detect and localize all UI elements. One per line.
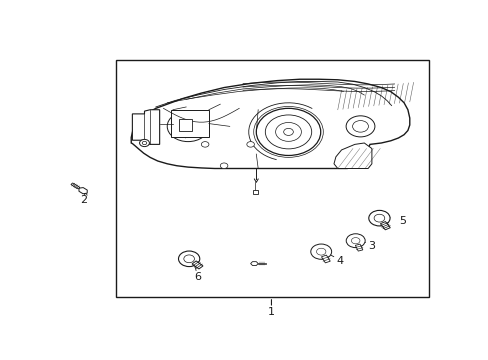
Circle shape xyxy=(220,163,227,168)
Bar xyxy=(252,190,258,194)
Polygon shape xyxy=(380,221,389,230)
Text: 2: 2 xyxy=(80,195,87,205)
Circle shape xyxy=(275,122,301,141)
Circle shape xyxy=(283,129,293,135)
Text: 1: 1 xyxy=(267,307,274,317)
Polygon shape xyxy=(321,255,329,263)
Text: 5: 5 xyxy=(398,216,405,226)
Circle shape xyxy=(316,248,325,255)
Circle shape xyxy=(310,244,331,259)
Circle shape xyxy=(351,238,359,244)
Text: 6: 6 xyxy=(194,273,201,283)
Circle shape xyxy=(139,139,149,147)
Bar xyxy=(116,60,428,297)
Circle shape xyxy=(256,108,320,156)
Circle shape xyxy=(142,141,146,145)
Polygon shape xyxy=(250,262,258,265)
Polygon shape xyxy=(171,110,208,138)
Text: 3: 3 xyxy=(367,240,375,251)
Circle shape xyxy=(368,210,389,226)
Circle shape xyxy=(201,141,208,147)
Polygon shape xyxy=(258,263,265,264)
Bar xyxy=(178,120,191,131)
Text: 4: 4 xyxy=(335,256,343,266)
Polygon shape xyxy=(192,261,203,269)
Polygon shape xyxy=(333,143,371,168)
Polygon shape xyxy=(79,188,87,194)
Circle shape xyxy=(265,115,311,149)
Circle shape xyxy=(246,141,254,147)
Circle shape xyxy=(373,214,384,222)
Circle shape xyxy=(183,255,194,263)
Polygon shape xyxy=(131,79,409,168)
Circle shape xyxy=(352,121,367,132)
Circle shape xyxy=(346,234,365,248)
Circle shape xyxy=(176,118,199,135)
Polygon shape xyxy=(355,244,362,251)
Polygon shape xyxy=(71,183,80,189)
Circle shape xyxy=(178,251,200,266)
Circle shape xyxy=(167,111,208,141)
Polygon shape xyxy=(132,110,159,144)
Circle shape xyxy=(346,116,374,137)
